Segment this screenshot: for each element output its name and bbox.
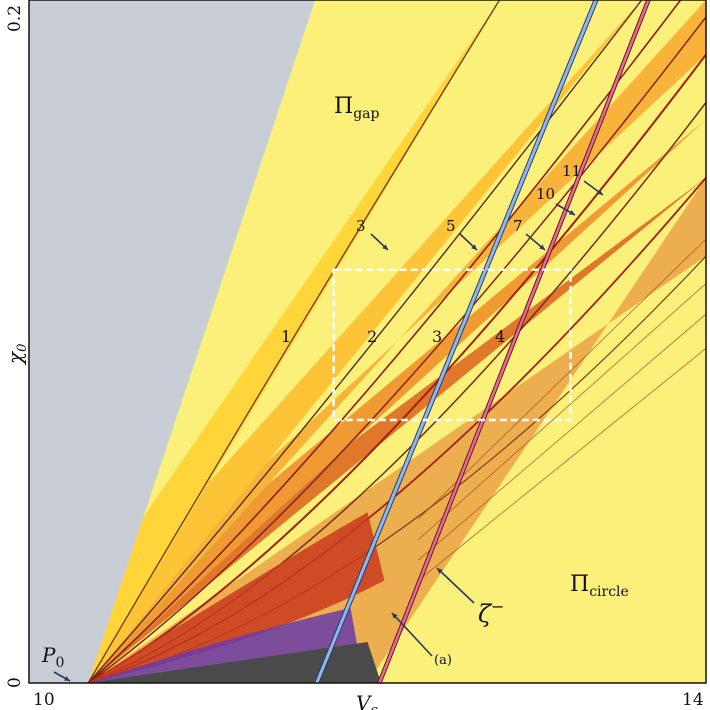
inset-box (332, 268, 572, 422)
purple-region (88, 607, 360, 683)
red-region (88, 512, 385, 683)
x-axis-label: Vc (356, 691, 378, 710)
arrow-7-head (539, 244, 545, 250)
zeta-line-blue (315, 0, 598, 683)
gray-region (88, 642, 382, 683)
band-1 (29, 0, 500, 683)
region-number-2: 2 (367, 327, 377, 346)
streak-line (417, 347, 706, 581)
zeta-line-pink (378, 0, 650, 683)
region-gap-fill (29, 0, 316, 683)
band-fringe (88, 177, 706, 683)
boundary-curve-5 (87, 54, 706, 683)
streak-line (417, 313, 706, 561)
arrow-p0-head (64, 676, 70, 681)
arrow-a (391, 612, 433, 657)
region-number-1: 1 (281, 327, 291, 346)
plot-area (29, 0, 706, 683)
arrow-zeta (436, 567, 475, 604)
boundary-curve-3 (87, 0, 682, 683)
arrow-3-head (382, 244, 388, 250)
streak-line (417, 283, 706, 540)
arrow-a-head (392, 613, 398, 619)
boundary-label-11: 11 (562, 162, 581, 180)
y-tick-0-2: 0.2 (5, 5, 25, 32)
region-label-circle: Πcircle (570, 572, 629, 600)
point-label-p0: P0 (41, 643, 64, 671)
arrow-zeta-head (437, 568, 443, 574)
arrow-5-head (471, 244, 477, 250)
arrow-10-head (569, 210, 575, 215)
y-axis-label: χ0 (3, 344, 30, 366)
arrow-11-head (597, 189, 603, 195)
plot-frame (28, 0, 707, 684)
boundary-curve-1 (87, 0, 501, 683)
boundary-label-3: 3 (356, 217, 366, 235)
annotation-a: (a) (434, 653, 452, 668)
streak-line (417, 238, 706, 520)
overlay (28, 0, 707, 684)
x-tick-10: 10 (33, 690, 55, 710)
curve-label-zeta: ζ− (478, 597, 504, 628)
region-number-3: 3 (432, 327, 442, 346)
y-tick-0: 0 (5, 677, 25, 688)
region-number-4: 4 (495, 327, 505, 346)
region-label-gap: Πgap (334, 94, 379, 122)
boundary-label-5: 5 (446, 217, 456, 235)
boundary-label-10: 10 (536, 185, 555, 203)
boundary-curve-4 (87, 16, 706, 683)
x-tick-14: 14 (682, 690, 704, 710)
boundary-label-7: 7 (513, 217, 523, 235)
labels: 1 2 3 4 3 5 7 10 11 Πgap Πcircle ζ− (a) … (3, 5, 704, 710)
